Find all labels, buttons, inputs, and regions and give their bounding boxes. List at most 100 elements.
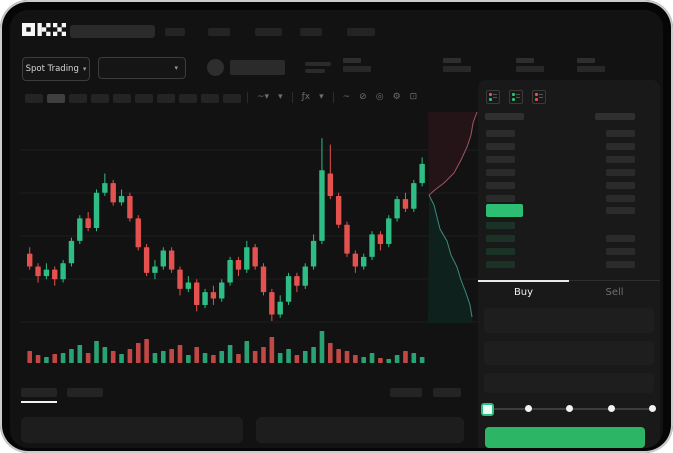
ask-price-row[interactable] [486,182,515,189]
ask-price-row[interactable] [486,143,515,150]
top-nav [165,28,465,36]
chevron-down-icon: ▾ [82,64,87,73]
dot [512,98,515,101]
slider-stop-dot[interactable] [524,405,532,412]
lines [539,94,543,100]
stat-group [443,58,471,72]
tab-buy[interactable]: Buy [513,287,534,298]
lines [493,94,497,100]
book-view-asks-icon[interactable] [532,90,546,104]
timeframe-button[interactable] [179,93,197,103]
amount-row [606,261,635,268]
nav-item[interactable] [165,28,185,36]
bottom-tab-history[interactable] [67,388,103,397]
candle-style-icon[interactable]: ~▾ [257,92,270,102]
dot [535,93,538,96]
tab-sell[interactable]: Sell [605,287,624,298]
ask-price-row[interactable] [486,195,515,202]
timeframe-button[interactable] [25,93,43,103]
nav-item[interactable] [255,28,282,36]
bid-price-row[interactable] [486,248,515,255]
amount-row [606,169,635,176]
market-type-selector[interactable]: Spot Trading ▾ [22,57,90,81]
drawing-tools-icon[interactable]: ⊘ [359,92,367,102]
slider-stop-dot[interactable] [566,405,573,412]
dot [512,93,515,96]
timeframe-buttons [25,92,241,104]
timeframe-button[interactable] [47,93,65,103]
nav-item[interactable] [300,28,322,36]
amount-row [606,156,635,163]
screenshot-icon[interactable]: ◎ [375,92,384,102]
bid-price-row[interactable] [486,222,515,229]
search-input[interactable] [70,25,155,38]
ask-price-row[interactable] [486,130,515,137]
timeframe-button[interactable] [223,93,241,103]
last-price-placeholder [305,62,331,73]
order-total-field[interactable] [484,373,654,393]
chart-settings-icon[interactable]: ⚙ [392,92,401,102]
bottom-panel-right [256,417,464,443]
last-price-highlight [486,204,523,217]
bid-price-row[interactable] [486,261,515,268]
orderbook-view-toggles [486,90,546,104]
amount-percent-slider[interactable] [481,403,656,416]
dot [535,98,538,101]
indicators-icon[interactable]: ƒx [301,92,311,102]
bottom-tab-orders[interactable] [21,388,57,397]
slider-handle[interactable] [481,403,494,416]
orderbook-header-amount [595,113,635,120]
stat-group [343,58,371,72]
dot [489,98,492,101]
lines [516,94,520,100]
bottom-panel-left [21,417,243,443]
toolbar-divider [247,91,248,103]
amount-row [606,182,635,189]
pair-selector[interactable]: ▾ [98,57,186,79]
fullscreen-icon[interactable]: ⊡ [409,92,418,102]
coin-avatar [207,59,224,76]
pair-name-placeholder [230,60,285,75]
book-view-combined-icon[interactable] [486,90,500,104]
okx-logo [22,23,66,36]
stat-label-placeholder [516,58,534,63]
order-amount-field[interactable] [484,341,654,365]
timeframe-button[interactable] [91,93,109,103]
amount-row [606,235,635,242]
indicators-dropdown-icon[interactable]: ▾ [319,92,324,102]
amount-row [606,130,635,137]
timeframe-button[interactable] [69,93,87,103]
line-chart-icon[interactable]: ~ [342,92,351,102]
timeframe-button[interactable] [201,93,219,103]
ask-price-row[interactable] [486,169,515,176]
bottom-action-2[interactable] [433,388,461,397]
toolbar-divider [332,91,334,103]
amount-row [606,248,635,255]
trading-app-window: Spot Trading ▾ ▾ ~▾ ▾ ƒx ▾ ~ ⊘ ◎ ⚙ ⊡ [10,10,663,448]
amount-row [606,143,635,150]
market-type-label: Spot Trading [25,64,79,74]
interval-dropdown-icon[interactable]: ▾ [278,92,283,102]
stat-value-placeholder [343,66,371,72]
slider-stop-dot[interactable] [607,405,615,412]
timeframe-button[interactable] [135,93,153,103]
stat-label-placeholder [343,58,361,63]
nav-item[interactable] [208,28,230,36]
amount-row [606,207,635,214]
nav-item[interactable] [347,28,375,36]
book-view-bids-icon[interactable] [509,90,523,104]
slider-stop-dot[interactable] [649,405,656,412]
orderbook-header-price [485,113,524,120]
bottom-action-1[interactable] [390,388,422,397]
amount-row [606,195,635,202]
timeframe-button[interactable] [113,93,131,103]
buy-submit-button[interactable] [485,427,645,448]
order-price-field[interactable] [484,308,654,333]
bid-price-row[interactable] [486,235,515,242]
ask-price-row[interactable] [486,156,515,163]
timeframe-button[interactable] [157,93,175,103]
candlestick-chart[interactable] [20,105,478,375]
stat-value-placeholder [516,66,544,72]
active-tab-indicator [478,280,569,282]
